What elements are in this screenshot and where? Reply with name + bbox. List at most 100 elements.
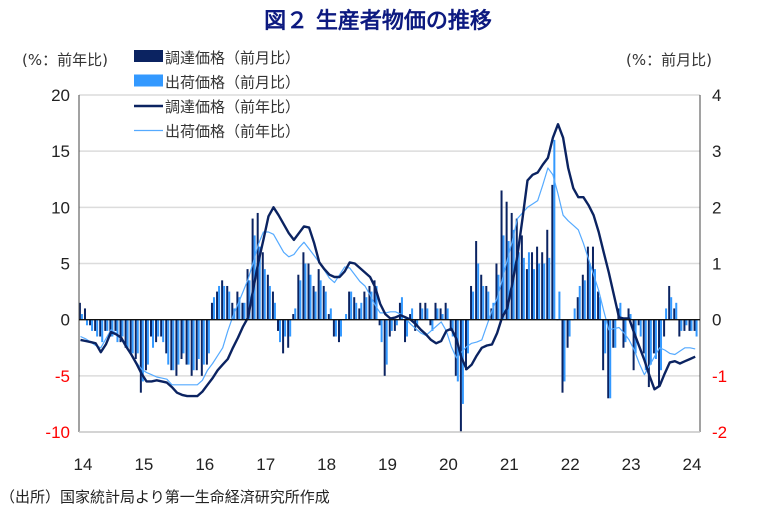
bar-shipment-mom	[385, 319, 388, 365]
bar-shipment-mom	[436, 308, 439, 320]
bar-shipment-mom	[182, 319, 185, 354]
bar-shipment-mom	[309, 274, 312, 320]
bar-procurement-mom	[292, 314, 295, 320]
bar-procurement-mom	[454, 319, 457, 376]
right-tick-label: 1	[712, 255, 721, 274]
bar-procurement-mom	[180, 319, 183, 359]
bar-procurement-mom	[673, 308, 676, 320]
x-tick-label: 19	[378, 455, 397, 474]
bar-shipment-mom	[365, 297, 368, 320]
bar-shipment-mom	[299, 280, 302, 320]
bar-shipment-mom	[91, 319, 94, 331]
bar-procurement-mom	[581, 274, 584, 320]
x-tick-label: 15	[134, 455, 153, 474]
bar-shipment-mom	[146, 319, 149, 365]
bar-shipment-mom	[314, 291, 317, 320]
bar-shipment-mom	[157, 319, 160, 337]
bar-shipment-mom	[675, 302, 678, 320]
bar-shipment-mom	[207, 319, 210, 354]
bar-procurement-mom	[337, 319, 340, 343]
bar-procurement-mom	[282, 319, 285, 354]
bar-shipment-mom	[85, 319, 88, 326]
bar-shipment-mom	[177, 319, 180, 365]
x-tick-label: 24	[683, 455, 702, 474]
bar-shipment-mom	[324, 291, 327, 320]
bar-shipment-mom	[390, 319, 393, 331]
bar-procurement-mom	[124, 319, 127, 348]
left-axis-label: (%：前年比)	[22, 51, 108, 69]
x-tick-label: 16	[195, 455, 214, 474]
bar-shipment-mom	[339, 319, 342, 337]
bar-shipment-mom	[380, 319, 383, 343]
bar-shipment-mom	[426, 308, 429, 320]
bar-procurement-mom	[591, 246, 594, 320]
bar-procurement-mom	[586, 246, 589, 320]
bar-shipment-mom	[527, 252, 530, 320]
bar-procurement-mom	[297, 274, 300, 320]
bar-shipment-mom	[152, 319, 155, 348]
bar-shipment-mom	[492, 302, 495, 320]
x-tick-label: 21	[500, 455, 519, 474]
bar-procurement-mom	[332, 319, 335, 337]
bar-shipment-mom	[212, 297, 215, 320]
bar-shipment-mom	[477, 263, 480, 320]
bar-shipment-mom	[507, 241, 510, 320]
bar-procurement-mom	[205, 319, 208, 365]
bar-procurement-mom	[607, 319, 610, 399]
bar-procurement-mom	[485, 285, 488, 320]
bar-shipment-mom	[660, 319, 663, 371]
bar-procurement-mom	[94, 319, 97, 331]
bar-shipment-mom	[614, 319, 617, 348]
bar-shipment-mom	[665, 308, 668, 320]
right-tick-label: -1	[712, 367, 727, 386]
bar-shipment-mom	[685, 319, 688, 326]
bar-procurement-mom	[353, 297, 356, 320]
bar-procurement-mom	[185, 319, 188, 365]
bar-procurement-mom	[200, 319, 203, 376]
bar-procurement-mom	[383, 319, 386, 376]
bar-shipment-mom	[517, 252, 520, 320]
bar-procurement-mom	[114, 319, 117, 331]
bar-shipment-mom	[487, 291, 490, 320]
bar-procurement-mom	[551, 184, 554, 320]
bar-procurement-mom	[658, 319, 661, 388]
bar-shipment-mom	[238, 297, 241, 320]
bar-shipment-mom	[192, 319, 195, 371]
bar-shipment-mom	[690, 319, 693, 331]
bar-shipment-mom	[268, 285, 271, 320]
bar-shipment-mom	[411, 308, 414, 320]
bar-shipment-mom	[639, 319, 642, 337]
bar-shipment-mom	[649, 319, 652, 365]
bar-shipment-mom	[553, 139, 556, 320]
bar-shipment-mom	[334, 319, 337, 337]
bar-procurement-mom	[144, 319, 147, 371]
bar-shipment-mom	[289, 319, 292, 337]
bar-procurement-mom	[419, 302, 422, 320]
bar-shipment-mom	[355, 302, 358, 320]
bar-shipment-mom	[441, 314, 444, 320]
bar-procurement-mom	[78, 302, 81, 320]
bar-shipment-mom	[599, 297, 602, 320]
bar-shipment-mom	[345, 314, 348, 320]
bar-procurement-mom	[642, 319, 645, 354]
bar-shipment-mom	[695, 319, 698, 337]
bar-shipment-mom	[400, 297, 403, 320]
bar-shipment-mom	[583, 280, 586, 320]
bar-shipment-mom	[543, 263, 546, 320]
bar-procurement-mom	[388, 319, 391, 337]
bar-procurement-mom	[170, 319, 173, 371]
bar-shipment-mom	[197, 319, 200, 359]
bar-shipment-mom	[578, 285, 581, 320]
bar-shipment-mom	[395, 319, 398, 326]
left-tick-label: 15	[51, 142, 70, 161]
bar-procurement-mom	[510, 212, 513, 320]
bar-procurement-mom	[424, 302, 427, 320]
bar-procurement-mom	[271, 291, 274, 320]
bar-shipment-mom	[416, 319, 419, 326]
bar-procurement-mom	[647, 319, 650, 388]
bar-shipment-mom	[360, 302, 363, 320]
bar-shipment-mom	[680, 319, 683, 331]
bar-shipment-mom	[304, 263, 307, 320]
bar-procurement-mom	[495, 263, 498, 320]
